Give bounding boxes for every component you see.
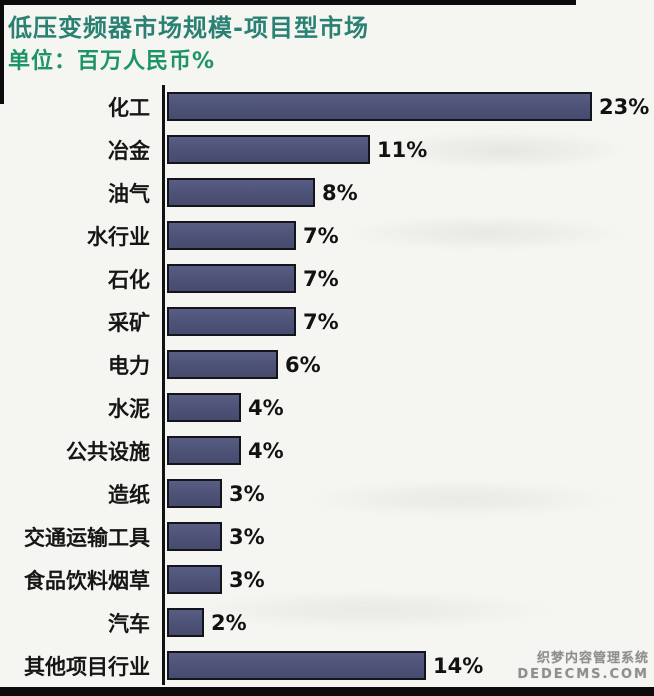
bar-track: 3% <box>167 522 652 551</box>
bar-track: 3% <box>167 565 652 594</box>
chart-rows: 化工 23% 冶金 11% 油气 8% 水行业 7% 石化 7% 采矿 7% 电力 6% 水泥 4% 公共设施 4… <box>4 85 652 687</box>
scan-border-left <box>0 0 4 104</box>
bar-track: 14% <box>167 651 652 680</box>
value-label: 4% <box>248 438 284 463</box>
bar <box>167 522 222 551</box>
category-label: 交通运输工具 <box>24 525 150 550</box>
chart-row: 食品饮料烟草 3% <box>4 558 652 601</box>
chart-row: 油气 8% <box>4 171 652 214</box>
bar <box>167 608 204 637</box>
chart-unit-label: 单位：百万人民币% <box>8 49 216 74</box>
value-label: 2% <box>211 610 247 635</box>
category-label: 冶金 <box>108 138 150 163</box>
chart-row: 电力 6% <box>4 343 652 386</box>
bar-track: 6% <box>167 350 652 379</box>
value-label: 8% <box>322 180 358 205</box>
chart-row: 公共设施 4% <box>4 429 652 472</box>
bar-track: 4% <box>167 436 652 465</box>
category-label: 食品饮料烟草 <box>24 568 150 593</box>
bar <box>167 565 222 594</box>
category-label: 造纸 <box>108 482 150 507</box>
category-label: 电力 <box>108 353 150 378</box>
bar <box>167 393 241 422</box>
bar-track: 7% <box>167 307 652 336</box>
y-axis-line <box>162 85 165 685</box>
value-label: 14% <box>433 653 484 678</box>
category-label: 水行业 <box>87 224 150 249</box>
value-label: 11% <box>377 137 428 162</box>
chart-row: 汽车 2% <box>4 601 652 644</box>
category-label: 其他项目行业 <box>24 654 150 679</box>
value-label: 3% <box>229 567 265 592</box>
value-label: 7% <box>303 223 339 248</box>
bar <box>167 350 278 379</box>
scan-border-top <box>0 0 576 5</box>
category-label: 油气 <box>108 181 150 206</box>
bar <box>167 178 315 207</box>
bar-track: 7% <box>167 264 652 293</box>
chart-row: 水行业 7% <box>4 214 652 257</box>
chart-row: 水泥 4% <box>4 386 652 429</box>
bar <box>167 479 222 508</box>
category-label: 化工 <box>108 95 150 120</box>
value-label: 7% <box>303 309 339 334</box>
value-label: 7% <box>303 266 339 291</box>
bar <box>167 307 296 336</box>
bar-track: 4% <box>167 393 652 422</box>
bar <box>167 221 296 250</box>
category-label: 水泥 <box>108 396 150 421</box>
scan-border-bottom <box>0 687 654 696</box>
bar-chart: 化工 23% 冶金 11% 油气 8% 水行业 7% 石化 7% 采矿 7% 电力 6% 水泥 4% 公共设施 4… <box>4 85 652 687</box>
bar-track: 2% <box>167 608 652 637</box>
watermark-text-en: DEDECMS.COM <box>517 667 649 683</box>
value-label: 3% <box>229 481 265 506</box>
category-label: 汽车 <box>108 611 150 636</box>
chart-title: 低压变频器市场规模-项目型市场 <box>8 14 369 42</box>
bar-track: 23% <box>167 92 652 121</box>
bar <box>167 651 426 680</box>
chart-row: 冶金 11% <box>4 128 652 171</box>
bar-track: 3% <box>167 479 652 508</box>
value-label: 6% <box>285 352 321 377</box>
chart-row: 造纸 3% <box>4 472 652 515</box>
bar-track: 11% <box>167 135 652 164</box>
chart-row: 石化 7% <box>4 257 652 300</box>
category-label: 石化 <box>108 267 150 292</box>
chart-row: 交通运输工具 3% <box>4 515 652 558</box>
value-label: 3% <box>229 524 265 549</box>
chart-row: 采矿 7% <box>4 300 652 343</box>
bar <box>167 135 370 164</box>
category-label: 采矿 <box>108 310 150 335</box>
chart-row: 化工 23% <box>4 85 652 128</box>
watermark: 织梦内容管理系统 DEDECMS.COM <box>517 651 649 684</box>
bar <box>167 264 296 293</box>
value-label: 23% <box>599 94 650 119</box>
bar <box>167 436 241 465</box>
watermark-text-cn: 织梦内容管理系统 <box>536 651 649 666</box>
chart-row: 其他项目行业 14% <box>4 644 652 687</box>
bar <box>167 92 592 121</box>
category-label: 公共设施 <box>66 439 150 464</box>
value-label: 4% <box>248 395 284 420</box>
bar-track: 7% <box>167 221 652 250</box>
bar-track: 8% <box>167 178 652 207</box>
